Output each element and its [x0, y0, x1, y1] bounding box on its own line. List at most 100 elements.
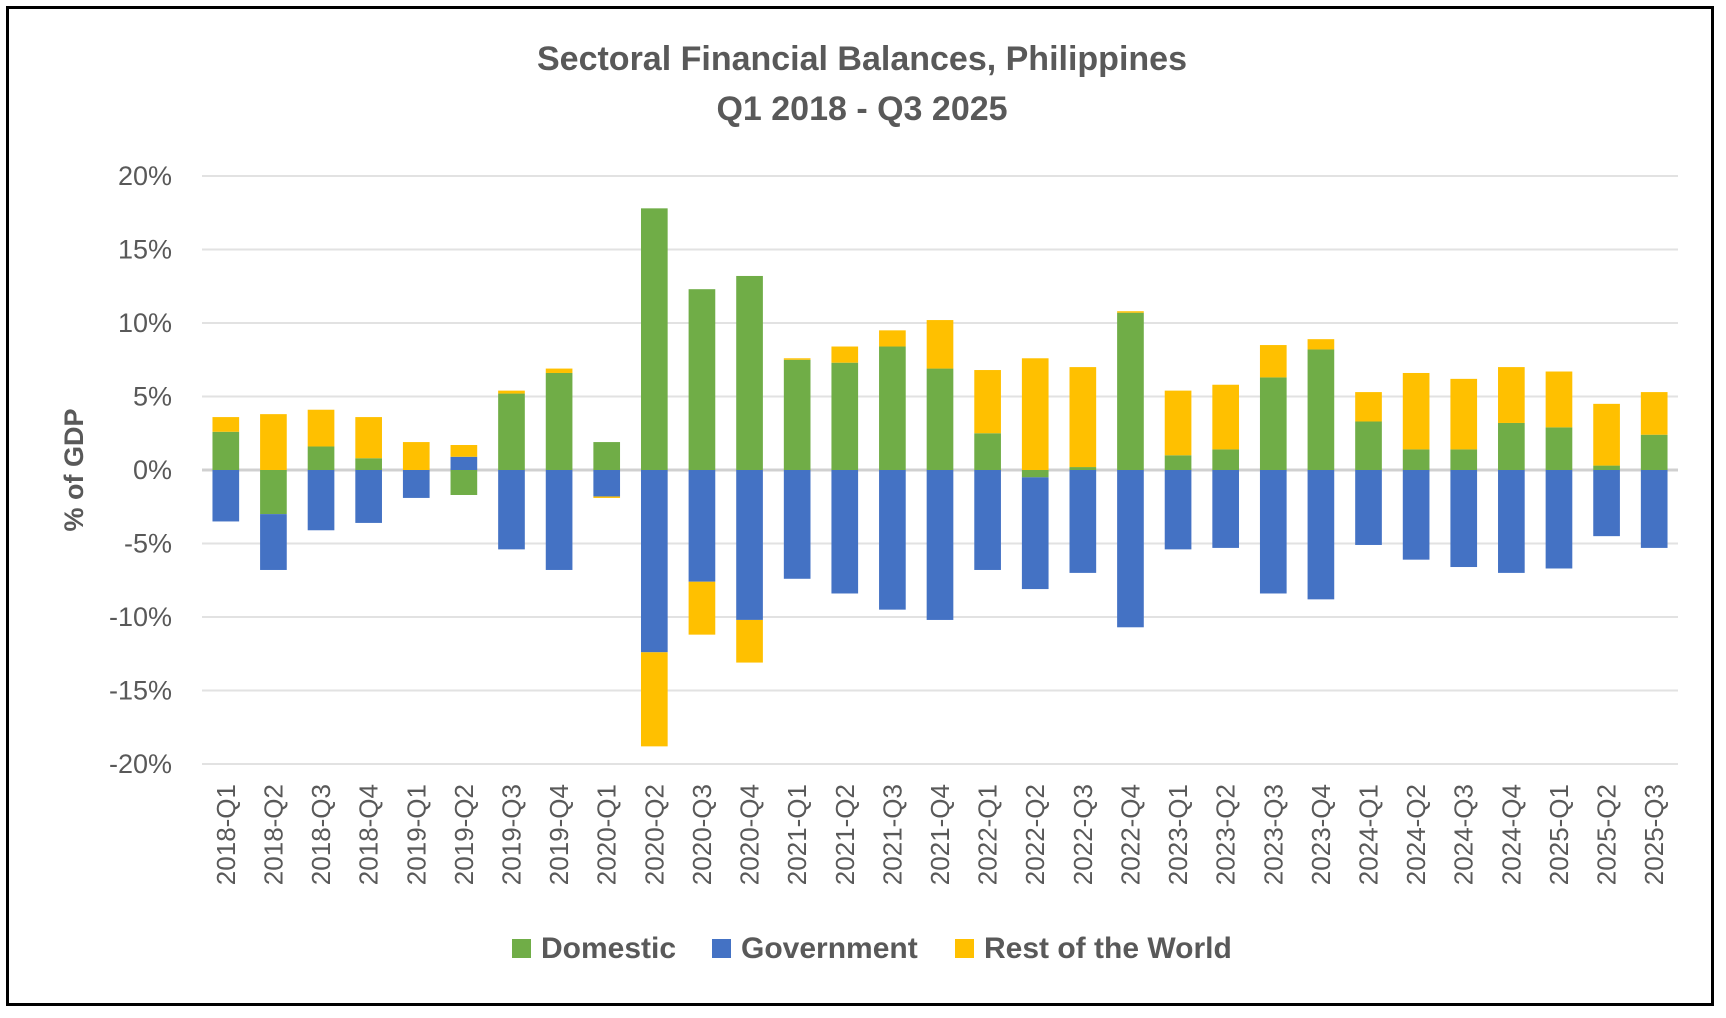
bar-government [1307, 470, 1335, 600]
bar-rest-of-the-world [1498, 367, 1525, 423]
y-tick-label: 20% [118, 161, 172, 191]
x-tick-label: 2018-Q1 [211, 784, 241, 885]
bar-domestic [1450, 449, 1478, 470]
legend: Domestic Government Rest of the World [512, 932, 1232, 965]
x-tick-label: 2019-Q3 [496, 784, 526, 885]
x-tick-label: 2018-Q3 [306, 784, 336, 885]
bar-domestic [307, 446, 335, 470]
bar-rest-of-the-world [783, 358, 811, 360]
bar-rest-of-the-world [1545, 371, 1573, 428]
y-tick-label: -5% [124, 529, 172, 559]
bar-rest-of-the-world [1402, 372, 1430, 450]
x-tick-label: 2020-Q2 [639, 784, 669, 885]
bar-government [212, 470, 240, 522]
bar-domestic [640, 208, 668, 470]
x-tick-label: 2020-Q3 [687, 784, 717, 885]
y-axis-label: % of GDP [59, 408, 89, 531]
x-tick-label: 2025-Q2 [1592, 784, 1622, 885]
bar-rest-of-the-world [736, 619, 763, 663]
bar-domestic [688, 289, 716, 470]
bar-government [260, 514, 287, 570]
bar-rest-of-the-world [402, 442, 430, 470]
x-tick-label: 2019-Q2 [449, 784, 479, 885]
y-tick-label: -15% [109, 676, 172, 706]
y-tick-label: -10% [109, 602, 172, 632]
x-tick-label: 2024-Q2 [1401, 784, 1431, 885]
x-tick-label: 2020-Q1 [592, 784, 622, 885]
legend-swatch [955, 939, 974, 958]
bar-rest-of-the-world [640, 652, 668, 747]
bar-government [450, 456, 478, 470]
bar-rest-of-the-world [926, 320, 954, 369]
legend-label: Government [741, 932, 918, 965]
bar-domestic [450, 470, 478, 495]
y-tick-label: -20% [109, 749, 172, 779]
bar-domestic [1021, 470, 1049, 478]
bar-domestic [498, 393, 525, 470]
bar-domestic [1640, 434, 1668, 470]
bar-domestic [545, 372, 573, 470]
legend-swatch [512, 939, 531, 958]
bar-rest-of-the-world [688, 581, 716, 635]
x-tick-label: 2022-Q2 [1020, 784, 1050, 885]
x-tick-label: 2020-Q4 [735, 784, 765, 885]
bar-rest-of-the-world [1164, 390, 1192, 456]
x-tick-labels: 2018-Q1 2018-Q2 2018-Q3 2018-Q4 2019-Q1 2019-… [211, 784, 1669, 885]
bar-government [640, 470, 668, 653]
bar-domestic [1402, 449, 1430, 470]
bar-domestic [1212, 449, 1240, 470]
x-tick-label: 2021-Q4 [925, 784, 955, 885]
bar-domestic [831, 362, 859, 470]
bar-rest-of-the-world [974, 370, 1001, 434]
bar-government [688, 470, 716, 582]
bar-rest-of-the-world [1640, 392, 1668, 435]
bar-government [307, 470, 335, 531]
x-tick-label: 2018-Q2 [258, 784, 288, 885]
bar-domestic [736, 275, 763, 470]
legend-label: Domestic [541, 932, 676, 965]
y-tick-label: 15% [118, 235, 172, 265]
bar-government [1259, 470, 1287, 594]
bar-rest-of-the-world [879, 330, 906, 347]
y-tick-label: 5% [133, 382, 172, 412]
x-tick-label: 2024-Q1 [1354, 784, 1384, 885]
x-tick-label: 2023-Q4 [1306, 784, 1336, 885]
bar-domestic [879, 346, 906, 470]
bar-government [1545, 470, 1573, 569]
bar-government [498, 470, 525, 550]
bar-domestic [974, 433, 1001, 470]
x-tick-label: 2025-Q1 [1544, 784, 1574, 885]
x-tick-label: 2023-Q2 [1211, 784, 1241, 885]
bar-government [974, 470, 1001, 570]
x-tick-label: 2018-Q4 [354, 784, 384, 885]
bar-domestic [1307, 349, 1335, 470]
bar-domestic [1355, 421, 1382, 470]
bar-rest-of-the-world [1355, 392, 1382, 422]
x-tick-label: 2024-Q3 [1449, 784, 1479, 885]
bar-government [736, 470, 763, 620]
bar-government [1498, 470, 1525, 573]
bar-government [1164, 470, 1192, 550]
bar-government [1212, 470, 1240, 548]
bar-government [1450, 470, 1478, 568]
bar-domestic [1498, 422, 1525, 470]
legend-label: Rest of the World [984, 932, 1232, 965]
bar-rest-of-the-world [450, 445, 478, 457]
bar-government [1593, 470, 1620, 537]
chart-subtitle: Q1 2018 - Q3 2025 [716, 90, 1007, 128]
bar-rest-of-the-world [307, 409, 335, 447]
bar-rest-of-the-world [260, 414, 287, 470]
bar-government [355, 470, 382, 523]
x-tick-label: 2024-Q4 [1496, 784, 1526, 885]
x-tick-label: 2019-Q4 [544, 784, 574, 885]
x-tick-label: 2023-Q3 [1258, 784, 1288, 885]
bar-domestic [1545, 427, 1573, 470]
x-tick-label: 2022-Q1 [973, 784, 1003, 885]
bar-rest-of-the-world [212, 417, 240, 432]
bar-rest-of-the-world [1021, 358, 1049, 470]
bar-domestic [212, 431, 240, 470]
bar-domestic [260, 470, 287, 515]
bar-rest-of-the-world [1117, 311, 1144, 313]
bar-rest-of-the-world [545, 368, 573, 373]
bar-rest-of-the-world [1212, 384, 1240, 450]
